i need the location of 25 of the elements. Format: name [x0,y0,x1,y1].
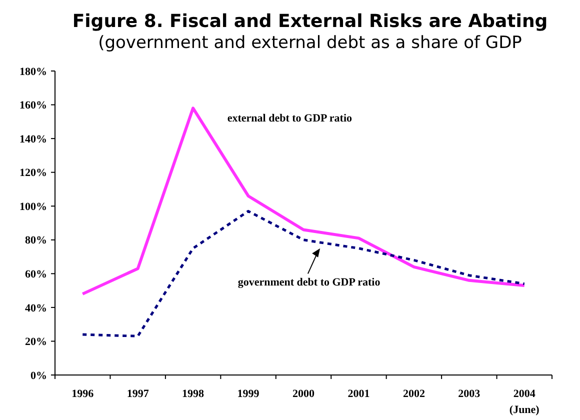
y-tick-label: 0% [30,370,47,382]
x-tick-label: 2004 (June) [509,388,540,416]
y-tick-label: 80% [25,234,47,247]
series-label: external debt to GDP ratio [227,112,353,125]
chart-title: Figure 8. Fiscal and External Risks are Abating [72,11,548,32]
x-tick-label: 1999 [237,388,260,400]
y-tick-label: 60% [25,268,47,281]
x-tick-label: 2001 [348,388,370,400]
x-tick-label: 1998 [182,388,205,400]
x-tick-label: 1997 [126,388,150,400]
y-tick-label: 40% [25,302,47,314]
x-tick-label: 1996 [72,388,94,400]
line-series [81,210,526,338]
y-tick-label: 20% [25,336,47,348]
x-tick-label: 2002 [402,388,426,400]
line-series [81,106,526,296]
y-tick-label: 120% [20,167,47,180]
x-tick-label: 2000 [292,388,315,400]
y-tick-label: 180% [20,66,47,78]
y-tick-label: 140% [20,133,47,146]
y-tick-label: 160% [20,100,47,112]
y-tick-label: 100% [20,200,47,213]
chart-subtitle: (government and external debt as a share of GDP [98,33,522,53]
x-tick-label: 2003 [458,388,481,400]
text: government debt to GDP ratio [238,276,381,288]
